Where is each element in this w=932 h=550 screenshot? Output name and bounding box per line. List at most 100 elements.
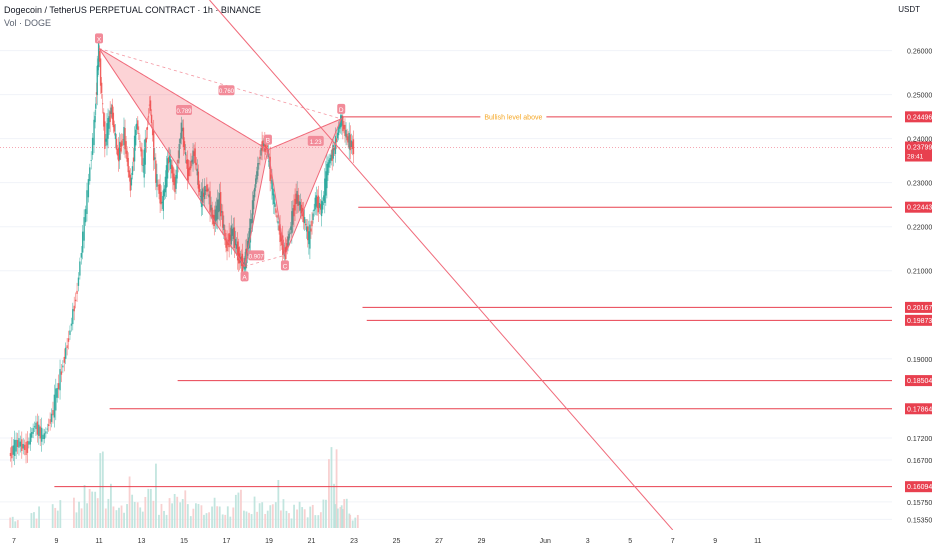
candle-body [38, 424, 40, 436]
candle-body [291, 211, 293, 234]
candle-body [94, 115, 96, 123]
level-price-tag [905, 201, 932, 213]
candle-body [98, 50, 101, 62]
volume-bar [107, 498, 110, 528]
volume-indicator-label[interactable]: Vol · DOGE [4, 18, 52, 28]
volume-bar [118, 507, 120, 528]
candle-body [50, 413, 53, 422]
candle-body [210, 204, 212, 211]
volume-bar [56, 510, 59, 528]
candle-body [196, 168, 198, 176]
candle-body [227, 240, 229, 246]
volume-bar [280, 510, 282, 528]
candle-body [321, 201, 324, 210]
candle-body [172, 166, 174, 183]
volume-bar [319, 512, 322, 528]
candle-body [310, 228, 312, 232]
volume-bar [78, 501, 80, 528]
candle-body [69, 330, 71, 335]
candle-body [204, 186, 206, 200]
volume-bar [80, 508, 83, 528]
candle-body [112, 112, 115, 128]
candle-body [26, 441, 29, 453]
candle-body [306, 226, 308, 232]
volume-bar [285, 510, 288, 528]
price-tick-label: 0.15750 [907, 500, 932, 507]
volume-bar [211, 506, 213, 528]
candle-body [347, 136, 349, 143]
candle-body [276, 215, 278, 218]
candle-body [32, 427, 34, 434]
bar-countdown: 28:41 [907, 154, 924, 161]
candle-body [155, 160, 157, 183]
candle-body [167, 157, 170, 164]
volume-bar [340, 505, 343, 528]
candle-body [230, 225, 232, 245]
pattern-ratio-badge [218, 85, 235, 96]
candle-body [294, 198, 296, 211]
candle-body [304, 223, 307, 226]
time-tick-label: 19 [265, 538, 273, 545]
candle-body [187, 159, 189, 181]
candle-body [116, 148, 119, 156]
pattern-ratio-badge [248, 250, 265, 261]
candle-body [256, 171, 258, 180]
candle-body [229, 234, 231, 241]
level-price-label: 0.20167 [907, 305, 932, 312]
candle-body [122, 139, 124, 141]
candle-body [200, 191, 203, 208]
volume-bar [253, 496, 256, 528]
candle-body [16, 440, 19, 447]
pattern-ratio-label: 0.907 [249, 254, 265, 260]
candle-body [127, 157, 129, 173]
time-tick-label: 9 [713, 538, 717, 545]
candle-body [19, 441, 22, 447]
candle-body [179, 138, 181, 144]
symbol-title[interactable]: Dogecoin / TetherUS PERPETUAL CONTRACT ·… [4, 5, 261, 15]
candle-body [329, 158, 331, 164]
candle-body [119, 141, 121, 160]
candle-body [296, 190, 298, 204]
candle-body [23, 444, 26, 450]
volume-bar [216, 506, 219, 528]
volume-bar [314, 515, 317, 528]
candle-body [247, 237, 250, 250]
candle-body [313, 209, 315, 212]
candle-body [207, 188, 209, 192]
volume-bar [83, 485, 86, 528]
volume-bar [139, 507, 142, 528]
candle-body [93, 119, 95, 146]
candle-body [223, 224, 225, 231]
candle-body [165, 165, 168, 188]
time-tick-label: 17 [223, 538, 231, 545]
candle-body [148, 104, 151, 106]
candle-body [134, 129, 137, 146]
candle-body [67, 338, 70, 342]
time-tick-label: 11 [95, 538, 102, 545]
volume-bar [221, 514, 224, 528]
candle-body [121, 140, 123, 147]
volume-bar [131, 494, 134, 528]
candle-body [178, 143, 180, 159]
candle-body [159, 183, 161, 204]
candle-body [264, 139, 266, 152]
volume-bar [336, 508, 339, 528]
price-tick-label: 0.21000 [907, 269, 932, 276]
volume-bar [333, 483, 335, 528]
volume-bar [290, 518, 293, 528]
volume-bar [33, 512, 35, 528]
candle-body [216, 199, 219, 220]
volume-bar [335, 449, 338, 528]
candle-body [199, 195, 202, 197]
candle-body [286, 243, 288, 248]
candle-body [225, 237, 227, 248]
candle-body [344, 124, 346, 136]
candle-body [120, 142, 122, 152]
candle-body [198, 184, 201, 192]
candle-body [113, 124, 116, 132]
volume-bars [9, 447, 359, 528]
candle-body [235, 244, 238, 249]
candle-body [308, 231, 310, 245]
volume-bar [309, 506, 312, 528]
